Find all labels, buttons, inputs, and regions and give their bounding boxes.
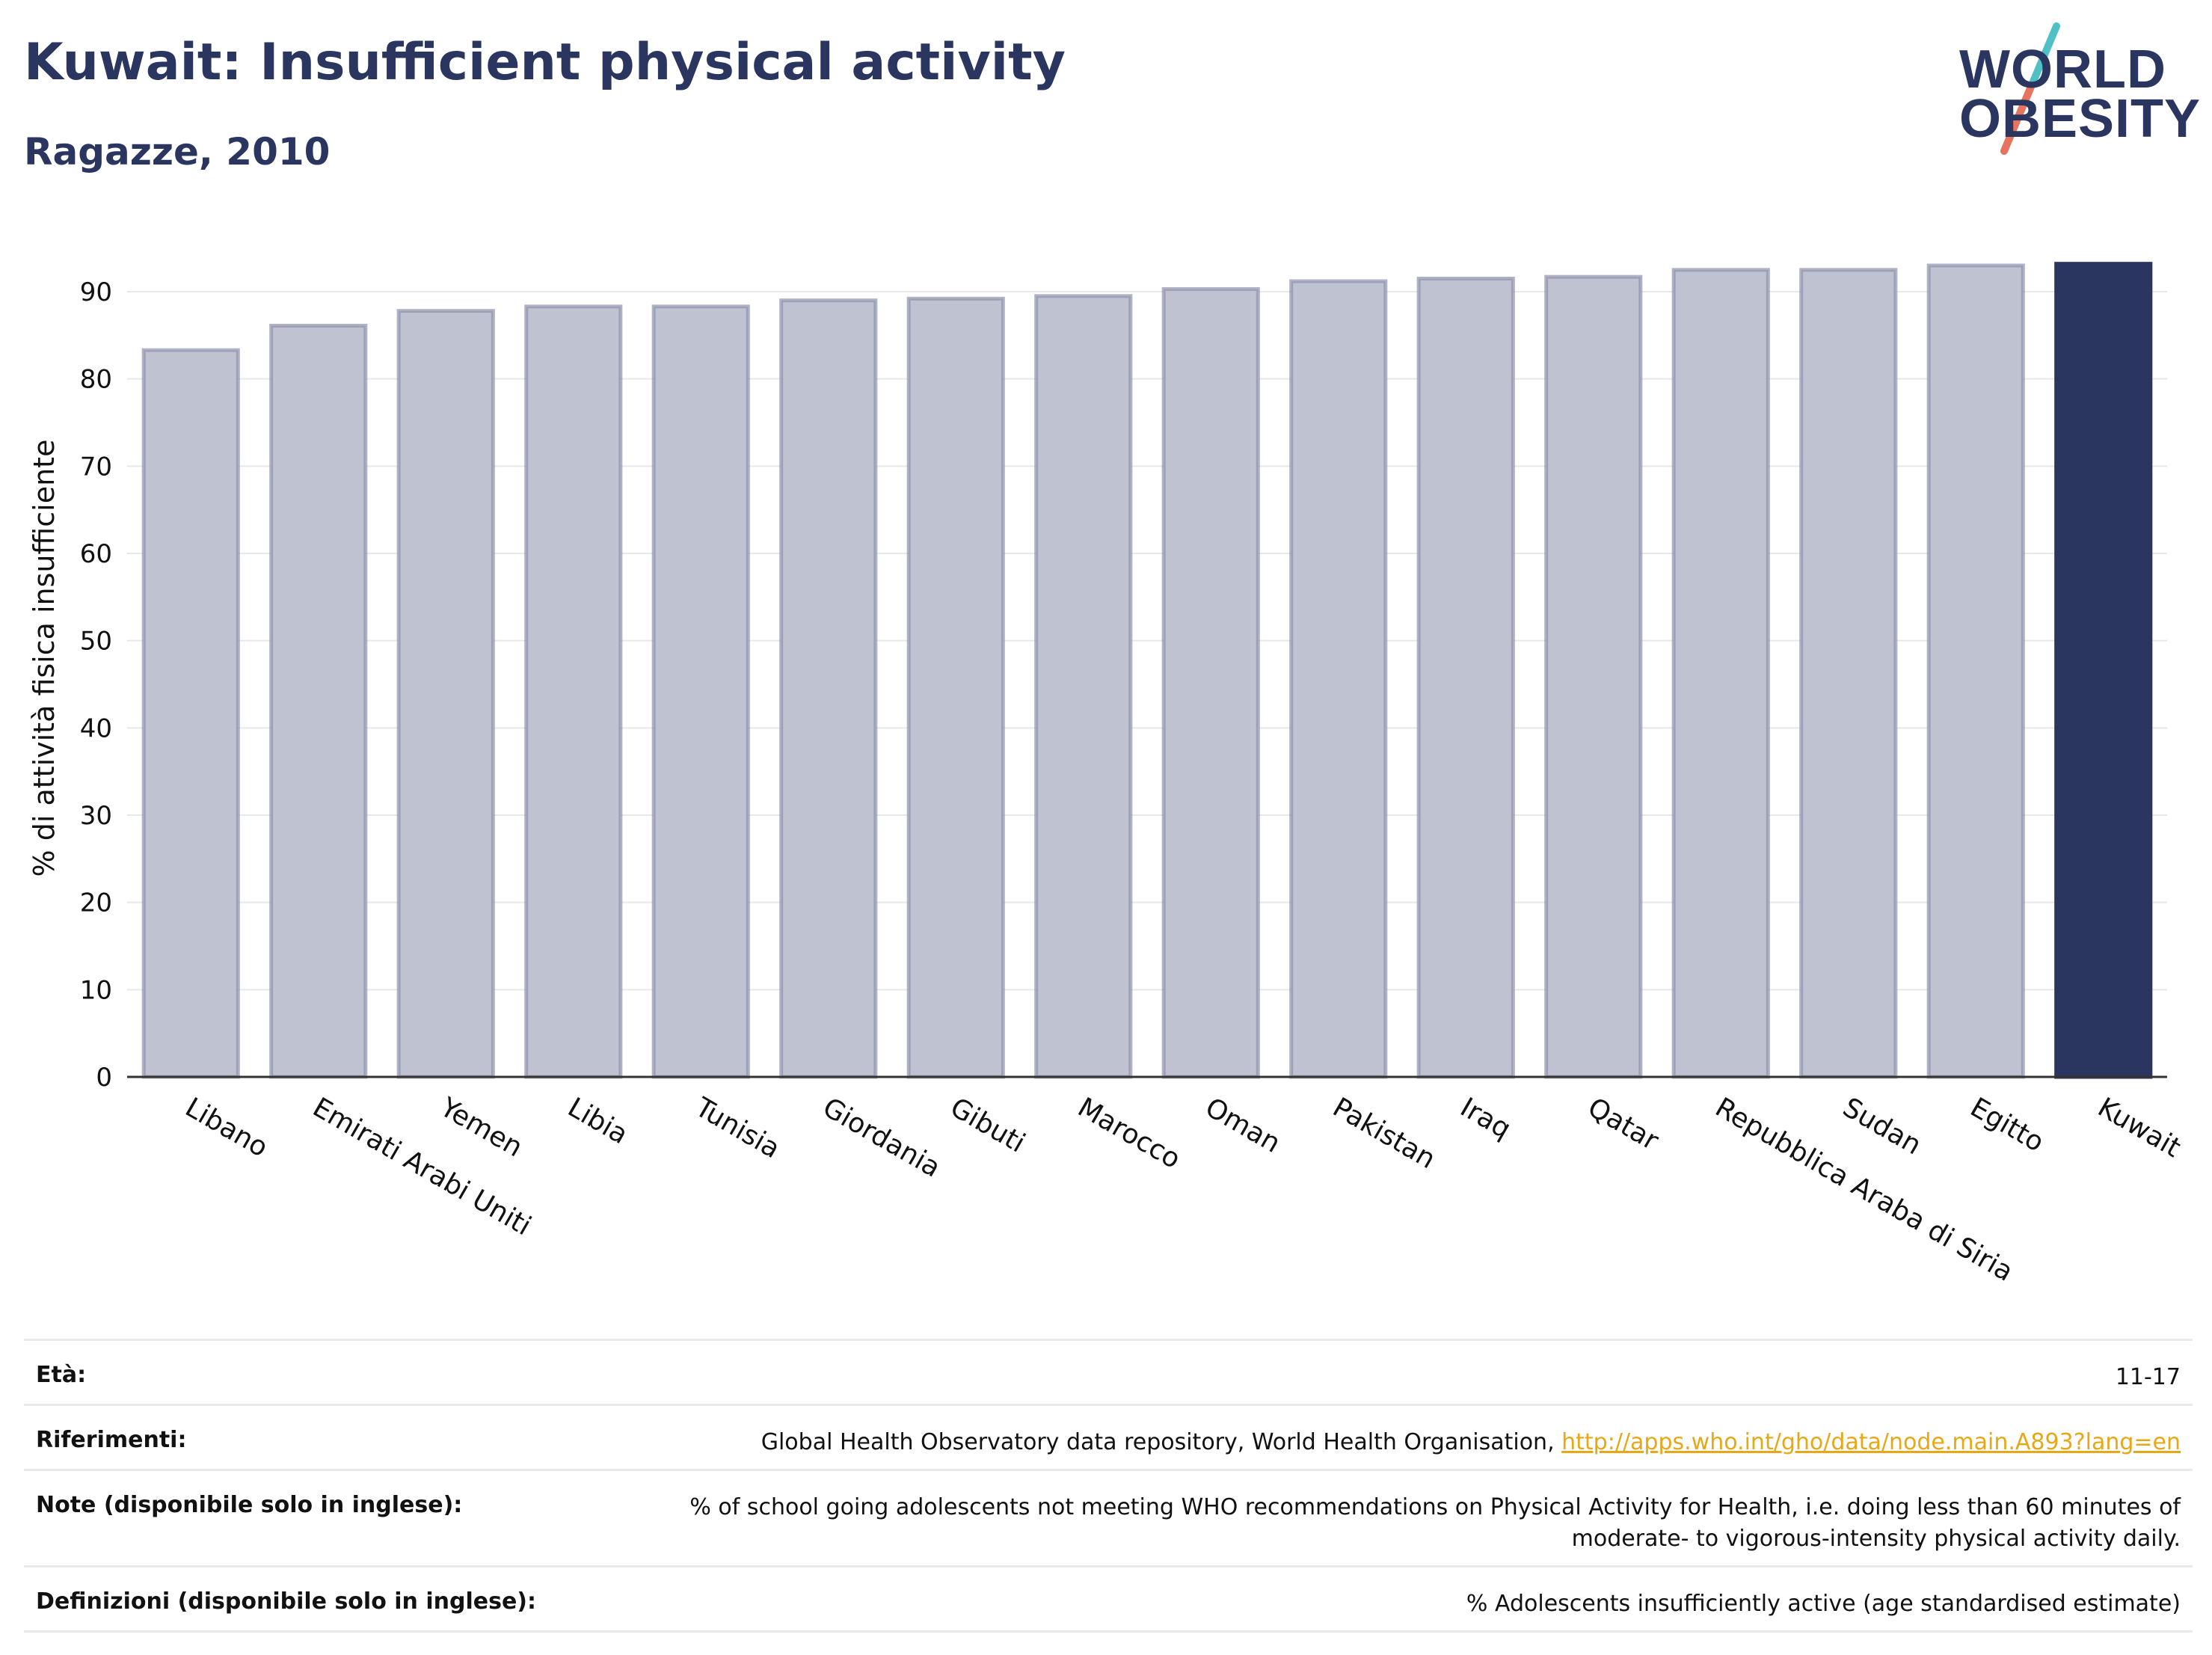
bar [141, 348, 240, 1079]
x-tick-label: Kuwait [2092, 1092, 2186, 1164]
bar [396, 309, 495, 1079]
bar [1289, 279, 1388, 1079]
y-tick-label: 60 [80, 539, 112, 569]
x-tick-label: Marocco [1072, 1092, 1185, 1175]
page-title: Kuwait: Insufficient physical activity [24, 33, 1066, 92]
reference-link[interactable]: http://apps.who.int/gho/data/node.main.A… [1561, 1429, 2181, 1455]
y-tick-label: 30 [80, 801, 112, 831]
bar [1671, 268, 1770, 1079]
x-tick-label: Pakistan [1327, 1092, 1440, 1175]
x-tick-label: Iraq [1455, 1092, 1516, 1145]
bar [906, 296, 1005, 1079]
metadata-table: Età: 11-17 Riferimenti: Global Health Ob… [24, 1339, 2193, 1633]
bar [2054, 262, 2153, 1079]
meta-label: Note (disponibile solo in inglese): [36, 1492, 463, 1518]
meta-label: Età: [36, 1362, 87, 1388]
y-tick-label: 10 [80, 975, 112, 1005]
y-tick-label: 80 [80, 365, 112, 395]
logo-slash-icon [2000, 22, 2060, 155]
y-tick-label: 70 [80, 452, 112, 482]
x-tick-label: Qatar [1582, 1092, 1663, 1156]
x-tick-label: Egitto [1965, 1092, 2049, 1158]
meta-row-age: Età: 11-17 [24, 1339, 2193, 1404]
x-tick-label: Libia [562, 1092, 633, 1150]
y-axis-label: % di attività fisica insufficiente [28, 440, 61, 877]
y-tick-label: 50 [80, 627, 112, 657]
x-tick-label: Giordania [817, 1092, 945, 1183]
meta-value: % of school going adolescents not meetin… [689, 1494, 2181, 1552]
y-tick-label: 40 [80, 713, 112, 743]
y-tick-label: 0 [96, 1063, 112, 1093]
bar-chart: 0 10 20 30 40 50 60 70 80 90 Libano Emirati Arabi U… [28, 262, 2186, 1286]
meta-value: % Adolescents insufficiently active (age… [1466, 1591, 2181, 1617]
x-tick-label: Sudan [1837, 1092, 1926, 1161]
meta-row-definitions: Definizioni (disponibile solo in inglese… [24, 1565, 2193, 1633]
logo-line1: WORLD [1959, 40, 2166, 99]
bar [779, 298, 878, 1079]
meta-value: Global Health Observatory data repositor… [761, 1427, 2181, 1458]
y-tick-label: 20 [80, 888, 112, 918]
meta-row-notes: Note (disponibile solo in inglese): % of… [24, 1469, 2193, 1565]
bar [1926, 263, 2025, 1079]
x-tick-label: Oman [1200, 1092, 1285, 1159]
bar [524, 304, 623, 1079]
bar [651, 304, 750, 1079]
x-tick-label: Libano [180, 1092, 273, 1163]
meta-label: Definizioni (disponibile solo in inglese… [36, 1588, 536, 1615]
bar [1416, 277, 1515, 1079]
bar [1161, 287, 1260, 1079]
meta-value: 11-17 [2115, 1364, 2181, 1390]
meta-row-references: Riferimenti: Global Health Observatory d… [24, 1404, 2193, 1469]
bar [269, 324, 368, 1079]
x-tick-label: Emirati Arabi Uniti [307, 1092, 536, 1241]
page-subtitle: Ragazze, 2010 [24, 130, 331, 174]
logo-line2: OBESITY [1959, 89, 2202, 149]
bar [1799, 268, 1898, 1079]
meta-label: Riferimenti: [36, 1427, 187, 1453]
x-tick-label: Tunisia [689, 1092, 785, 1164]
y-tick-label: 90 [80, 277, 112, 307]
world-obesity-logo: WORLD OBESITY [1944, 22, 2202, 165]
x-tick-label: Yemen [434, 1092, 528, 1164]
reference-text: Global Health Observatory data repositor… [761, 1429, 1562, 1455]
x-tick-label: Gibuti [945, 1092, 1030, 1158]
bar [1544, 274, 1643, 1079]
bar [1034, 294, 1133, 1079]
